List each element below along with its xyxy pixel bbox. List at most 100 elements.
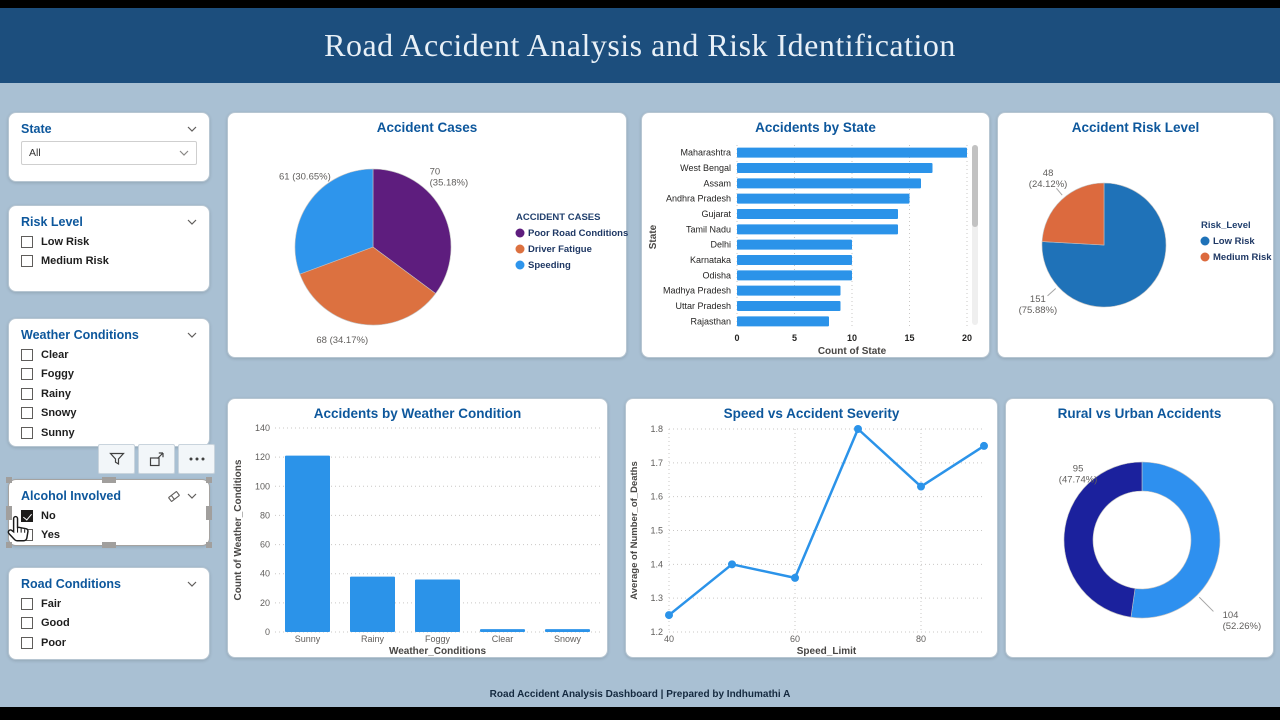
checkbox-unchecked[interactable] [21, 617, 33, 630]
category-label: Foggy [425, 634, 451, 644]
selection-handle[interactable] [206, 542, 212, 548]
pie-slice[interactable] [372, 168, 452, 294]
data-point[interactable] [665, 611, 673, 620]
line-series[interactable] [668, 427, 985, 617]
accidents-by-state-bar-chart[interactable]: 0 5 10 15 20 Maharashtra West Bengal Assam Andhr… [642, 113, 991, 359]
legend-marker[interactable] [1200, 252, 1210, 262]
accident-cases-pie-chart[interactable]: 70(35.18%) 68 (34.17%) 61 (30.65%) ACCIDENT… [228, 113, 628, 359]
checkbox-option-clear[interactable]: Clear [9, 345, 209, 365]
chevron-down-icon [179, 150, 189, 156]
bar[interactable] [737, 239, 852, 250]
label-leader-line [1047, 288, 1057, 297]
filter-icon[interactable] [98, 444, 135, 474]
rural-vs-urban-donut-chart[interactable]: 104(52.26%) 95(47.74%) [1006, 399, 1275, 659]
selection-handle[interactable] [6, 505, 12, 520]
scrollbar-thumb[interactable] [972, 145, 978, 227]
accidents-by-weather-bar-chart[interactable]: 0 20 40 60 80 100 120 140 Sunny Rainy Foggy Clear Sn… [228, 399, 609, 659]
chevron-down-icon[interactable] [187, 581, 197, 587]
checkbox-option-sunny[interactable]: Sunny [9, 423, 209, 443]
focus-mode-icon[interactable] [138, 444, 175, 474]
x-tick-label: 60 [790, 634, 800, 644]
category-label: Delhi [710, 240, 731, 250]
accidents-by-weather-card: Accidents by Weather Condition 0 20 40 60 80… [227, 398, 608, 658]
bar[interactable] [737, 147, 967, 158]
state-dropdown[interactable]: All [21, 141, 197, 165]
y-tick-label: 1.8 [650, 424, 663, 434]
selection-handle[interactable] [206, 505, 212, 520]
checkbox-unchecked[interactable] [21, 255, 33, 268]
bar[interactable] [737, 255, 852, 265]
speed-vs-severity-line-chart[interactable]: 1.2 1.3 1.4 1.5 1.6 1.7 1.8 40 60 80 Speed_Limit Av… [626, 399, 999, 659]
alcohol-involved-filter-card[interactable]: Alcohol Involved No Yes [6, 477, 212, 548]
selection-handle[interactable] [102, 542, 116, 548]
selection-handle[interactable] [6, 542, 12, 548]
bar[interactable] [415, 579, 460, 632]
checkbox-unchecked[interactable] [21, 368, 33, 381]
legend-marker[interactable] [515, 260, 525, 270]
checkbox-unchecked[interactable] [21, 636, 33, 649]
x-tick-label: 80 [916, 634, 926, 644]
checkbox-option-fair[interactable]: Fair [9, 594, 209, 614]
chevron-down-icon[interactable] [187, 332, 197, 338]
bar[interactable] [737, 224, 898, 235]
x-tick-label: 5 [792, 333, 797, 343]
more-options-icon[interactable] [178, 444, 215, 474]
pie-slice[interactable] [1130, 461, 1221, 619]
checkbox-unchecked[interactable] [21, 387, 33, 400]
chart-title: Accidents by Weather Condition [313, 406, 522, 421]
data-point[interactable] [854, 425, 862, 433]
bar[interactable] [737, 193, 910, 204]
x-tick-label: 40 [664, 634, 674, 644]
pie-slice[interactable] [294, 168, 374, 275]
checkbox-label: Low Risk [41, 235, 90, 248]
checkbox-option-foggy[interactable]: Foggy [9, 365, 209, 385]
accident-risk-level-pie-chart[interactable]: 151(75.88%) 48(24.12%) Risk_Level Low Risk M… [998, 113, 1275, 359]
data-point[interactable] [917, 482, 925, 491]
checkbox-option-rainy[interactable]: Rainy [9, 384, 209, 404]
checkbox-unchecked[interactable] [21, 407, 33, 420]
eraser-icon[interactable] [167, 490, 181, 503]
checkbox-option-low-risk[interactable]: Low Risk [9, 232, 209, 252]
checkbox-unchecked[interactable] [21, 348, 33, 361]
bar[interactable] [737, 209, 898, 219]
bar[interactable] [545, 629, 590, 632]
legend-label: Low Risk [1213, 236, 1255, 247]
chevron-down-icon[interactable] [187, 126, 197, 132]
bar[interactable] [737, 178, 921, 189]
checkbox-unchecked[interactable] [21, 235, 33, 248]
checkbox-unchecked[interactable] [21, 597, 33, 610]
checkbox-option-snowy[interactable]: Snowy [9, 404, 209, 424]
checkbox-option-good[interactable]: Good [9, 614, 209, 634]
legend-marker[interactable] [1200, 236, 1210, 246]
legend-marker[interactable] [515, 228, 525, 238]
data-point[interactable] [791, 573, 799, 582]
selection-handle[interactable] [102, 477, 116, 483]
bar[interactable] [737, 301, 841, 311]
chevron-down-icon[interactable] [187, 493, 197, 499]
chevron-down-icon[interactable] [187, 219, 197, 225]
data-point[interactable] [728, 560, 736, 569]
pie-slice[interactable] [299, 246, 437, 326]
selection-handle[interactable] [6, 477, 12, 483]
y-tick-label: 60 [260, 540, 270, 550]
bar[interactable] [285, 455, 330, 632]
category-label: Rajasthan [690, 316, 731, 326]
bar[interactable] [737, 270, 852, 281]
pie-slice[interactable] [1041, 182, 1105, 246]
data-point[interactable] [980, 441, 988, 450]
checkbox-option-medium-risk[interactable]: Medium Risk [9, 252, 209, 272]
pie-slice[interactable] [1063, 461, 1143, 618]
bar[interactable] [737, 163, 933, 173]
legend-marker[interactable] [515, 244, 525, 254]
y-tick-label: 20 [260, 598, 270, 608]
checkbox-option-no[interactable]: No [9, 506, 209, 526]
selection-handle[interactable] [206, 477, 212, 483]
checkbox-option-poor[interactable]: Poor [9, 633, 209, 653]
bar[interactable] [350, 576, 395, 632]
bar[interactable] [480, 629, 525, 632]
bar[interactable] [737, 316, 829, 327]
checkbox-unchecked[interactable] [21, 426, 33, 439]
bar[interactable] [737, 285, 841, 296]
checkbox-checked[interactable] [21, 509, 33, 522]
